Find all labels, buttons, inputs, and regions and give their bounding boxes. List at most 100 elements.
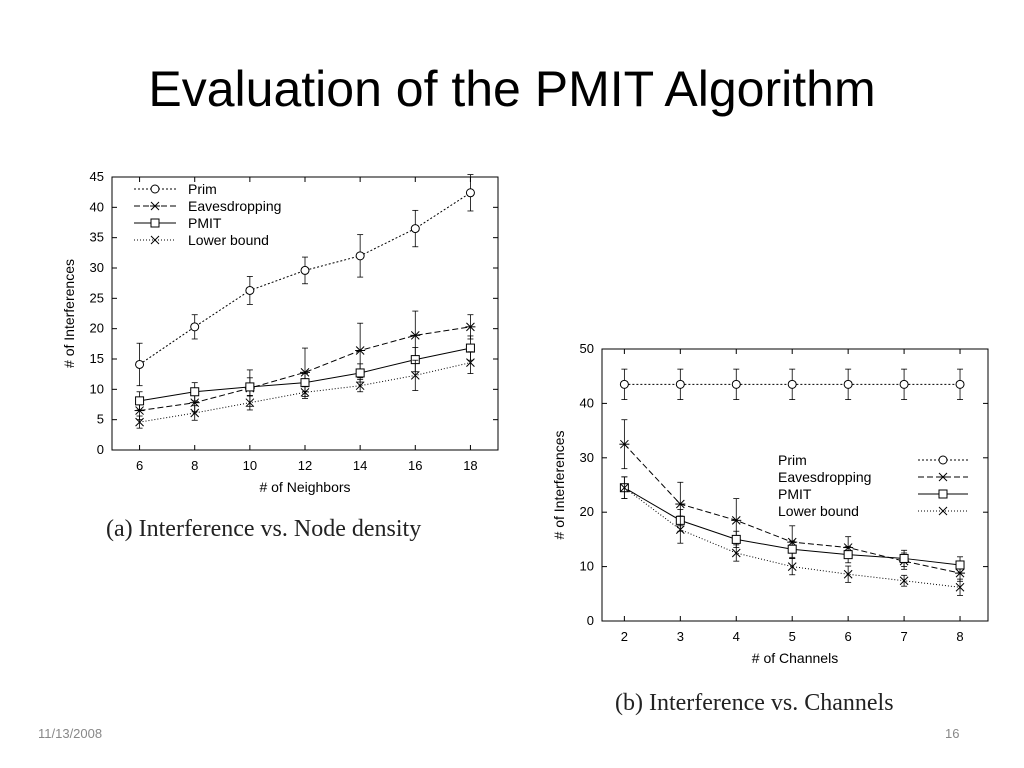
data-point-lower-bound [731, 548, 741, 558]
y-tick-label: 40 [580, 395, 594, 410]
y-tick-label: 15 [90, 351, 104, 366]
y-tick-label: 50 [580, 341, 594, 356]
data-point-pmit [465, 343, 475, 353]
x-tick-label: 5 [789, 629, 796, 644]
x-tick-label: 16 [408, 458, 422, 473]
y-tick-label: 5 [97, 412, 104, 427]
data-point-prim [300, 265, 310, 275]
legend-marker-pmit [938, 489, 948, 499]
legend-marker-eavesdropping [938, 472, 948, 482]
data-point-pmit [731, 534, 741, 544]
plot-frame [601, 348, 989, 622]
x-tick-label: 4 [733, 629, 740, 644]
x-tick-label: 3 [677, 629, 684, 644]
chart-interference-vs-node-density: 6 8 10 12 14 16 18 0 5 10 15 20 25 30 35 40 45 # of Neigh… [61, 169, 499, 495]
data-point-lower-bound [466, 358, 475, 367]
chart-interference-vs-channels: 2 3 4 5 6 7 8 0 10 20 30 40 50 # of Channels # of Inte… [551, 341, 989, 666]
data-point-prim [410, 224, 420, 234]
data-point-pmit [355, 368, 365, 378]
slide-title: Evaluation of the PMIT Algorithm [148, 61, 876, 117]
x-tick-label: 7 [900, 629, 907, 644]
data-point-lower-bound [620, 483, 629, 493]
y-axis-label: # of Interferences [61, 259, 77, 368]
data-point-prim [731, 379, 741, 389]
x-tick-label: 10 [243, 458, 257, 473]
data-point-prim [465, 188, 475, 198]
data-point-prim [787, 379, 797, 389]
data-point-eavesdropping [619, 439, 630, 449]
y-tick-label: 25 [90, 290, 104, 305]
footer-page-number: 16 [945, 726, 960, 741]
legend-label-prim: Prim [188, 181, 217, 197]
legend-label-prim: Prim [778, 452, 807, 468]
x-tick-label: 8 [956, 629, 963, 644]
legend-marker-lower-bound [938, 506, 948, 516]
legend-label-lower-bound: Lower bound [778, 503, 859, 519]
data-point-eavesdropping [355, 346, 366, 355]
y-tick-label: 10 [90, 381, 104, 396]
data-point-pmit [135, 396, 145, 406]
data-point-lower-bound [787, 562, 797, 571]
y-tick-label: 20 [580, 504, 594, 519]
x-tick-label: 6 [845, 629, 852, 644]
caption-chart-b: (b) Interference vs. Channels [615, 690, 894, 716]
legend-marker-prim [938, 455, 948, 465]
x-tick-label: 8 [191, 458, 198, 473]
data-point-eavesdropping [465, 322, 476, 332]
data-point-lower-bound [899, 576, 909, 586]
y-tick-label: 40 [90, 199, 104, 214]
legend-label-lower-bound: Lower bound [188, 232, 269, 248]
data-point-lower-bound [843, 569, 853, 579]
x-axis-label: # of Channels [752, 650, 838, 666]
x-tick-label: 14 [353, 458, 367, 473]
data-point-lower-bound [675, 525, 685, 534]
data-point-prim [135, 359, 145, 369]
legend-marker-lower-bound [150, 235, 160, 245]
data-point-prim [245, 285, 255, 295]
data-point-lower-bound [245, 398, 255, 408]
legend-label-pmit: PMIT [778, 486, 812, 502]
x-tick-label: 12 [298, 458, 312, 473]
data-point-eavesdropping [410, 330, 421, 340]
legend-marker-pmit [150, 218, 160, 228]
y-tick-label: 0 [97, 442, 104, 457]
x-axis-label: # of Neighbors [259, 479, 350, 495]
legend-label-eavesdropping: Eavesdropping [188, 198, 281, 214]
y-axis-label: # of Interferences [551, 431, 567, 540]
data-point-pmit [787, 544, 797, 554]
plot-frame [111, 176, 499, 451]
y-tick-label: 30 [580, 450, 594, 465]
data-point-pmit [899, 553, 909, 563]
y-tick-label: 45 [90, 169, 104, 184]
data-point-lower-bound [355, 381, 365, 391]
data-point-pmit [843, 550, 853, 560]
data-point-prim [843, 379, 853, 389]
data-point-lower-bound [410, 371, 420, 380]
data-point-eavesdropping [300, 367, 310, 377]
data-point-prim [619, 379, 629, 389]
legend-marker-prim [150, 184, 160, 194]
legend-label-pmit: PMIT [188, 215, 222, 231]
y-tick-label: 20 [90, 321, 104, 336]
x-tick-label: 2 [621, 629, 628, 644]
data-point-pmit [245, 382, 255, 392]
data-point-prim [190, 322, 200, 332]
y-tick-label: 10 [580, 559, 594, 574]
data-point-prim [955, 379, 965, 389]
data-point-eavesdropping [134, 406, 145, 415]
y-tick-label: 35 [90, 230, 104, 245]
footer-date: 11/13/2008 [38, 726, 103, 741]
data-point-lower-bound [135, 417, 144, 427]
data-point-lower-bound [300, 388, 310, 397]
data-point-lower-bound [955, 582, 965, 592]
data-point-pmit [955, 560, 965, 570]
data-point-prim [899, 379, 909, 389]
x-tick-label: 18 [463, 458, 477, 473]
y-tick-label: 30 [90, 260, 104, 275]
data-point-lower-bound [190, 408, 200, 418]
legend-label-eavesdropping: Eavesdropping [778, 469, 871, 485]
data-point-eavesdropping [675, 499, 686, 509]
data-point-eavesdropping [731, 516, 742, 525]
data-point-prim [355, 251, 365, 261]
legend-marker-eavesdropping [150, 201, 160, 211]
